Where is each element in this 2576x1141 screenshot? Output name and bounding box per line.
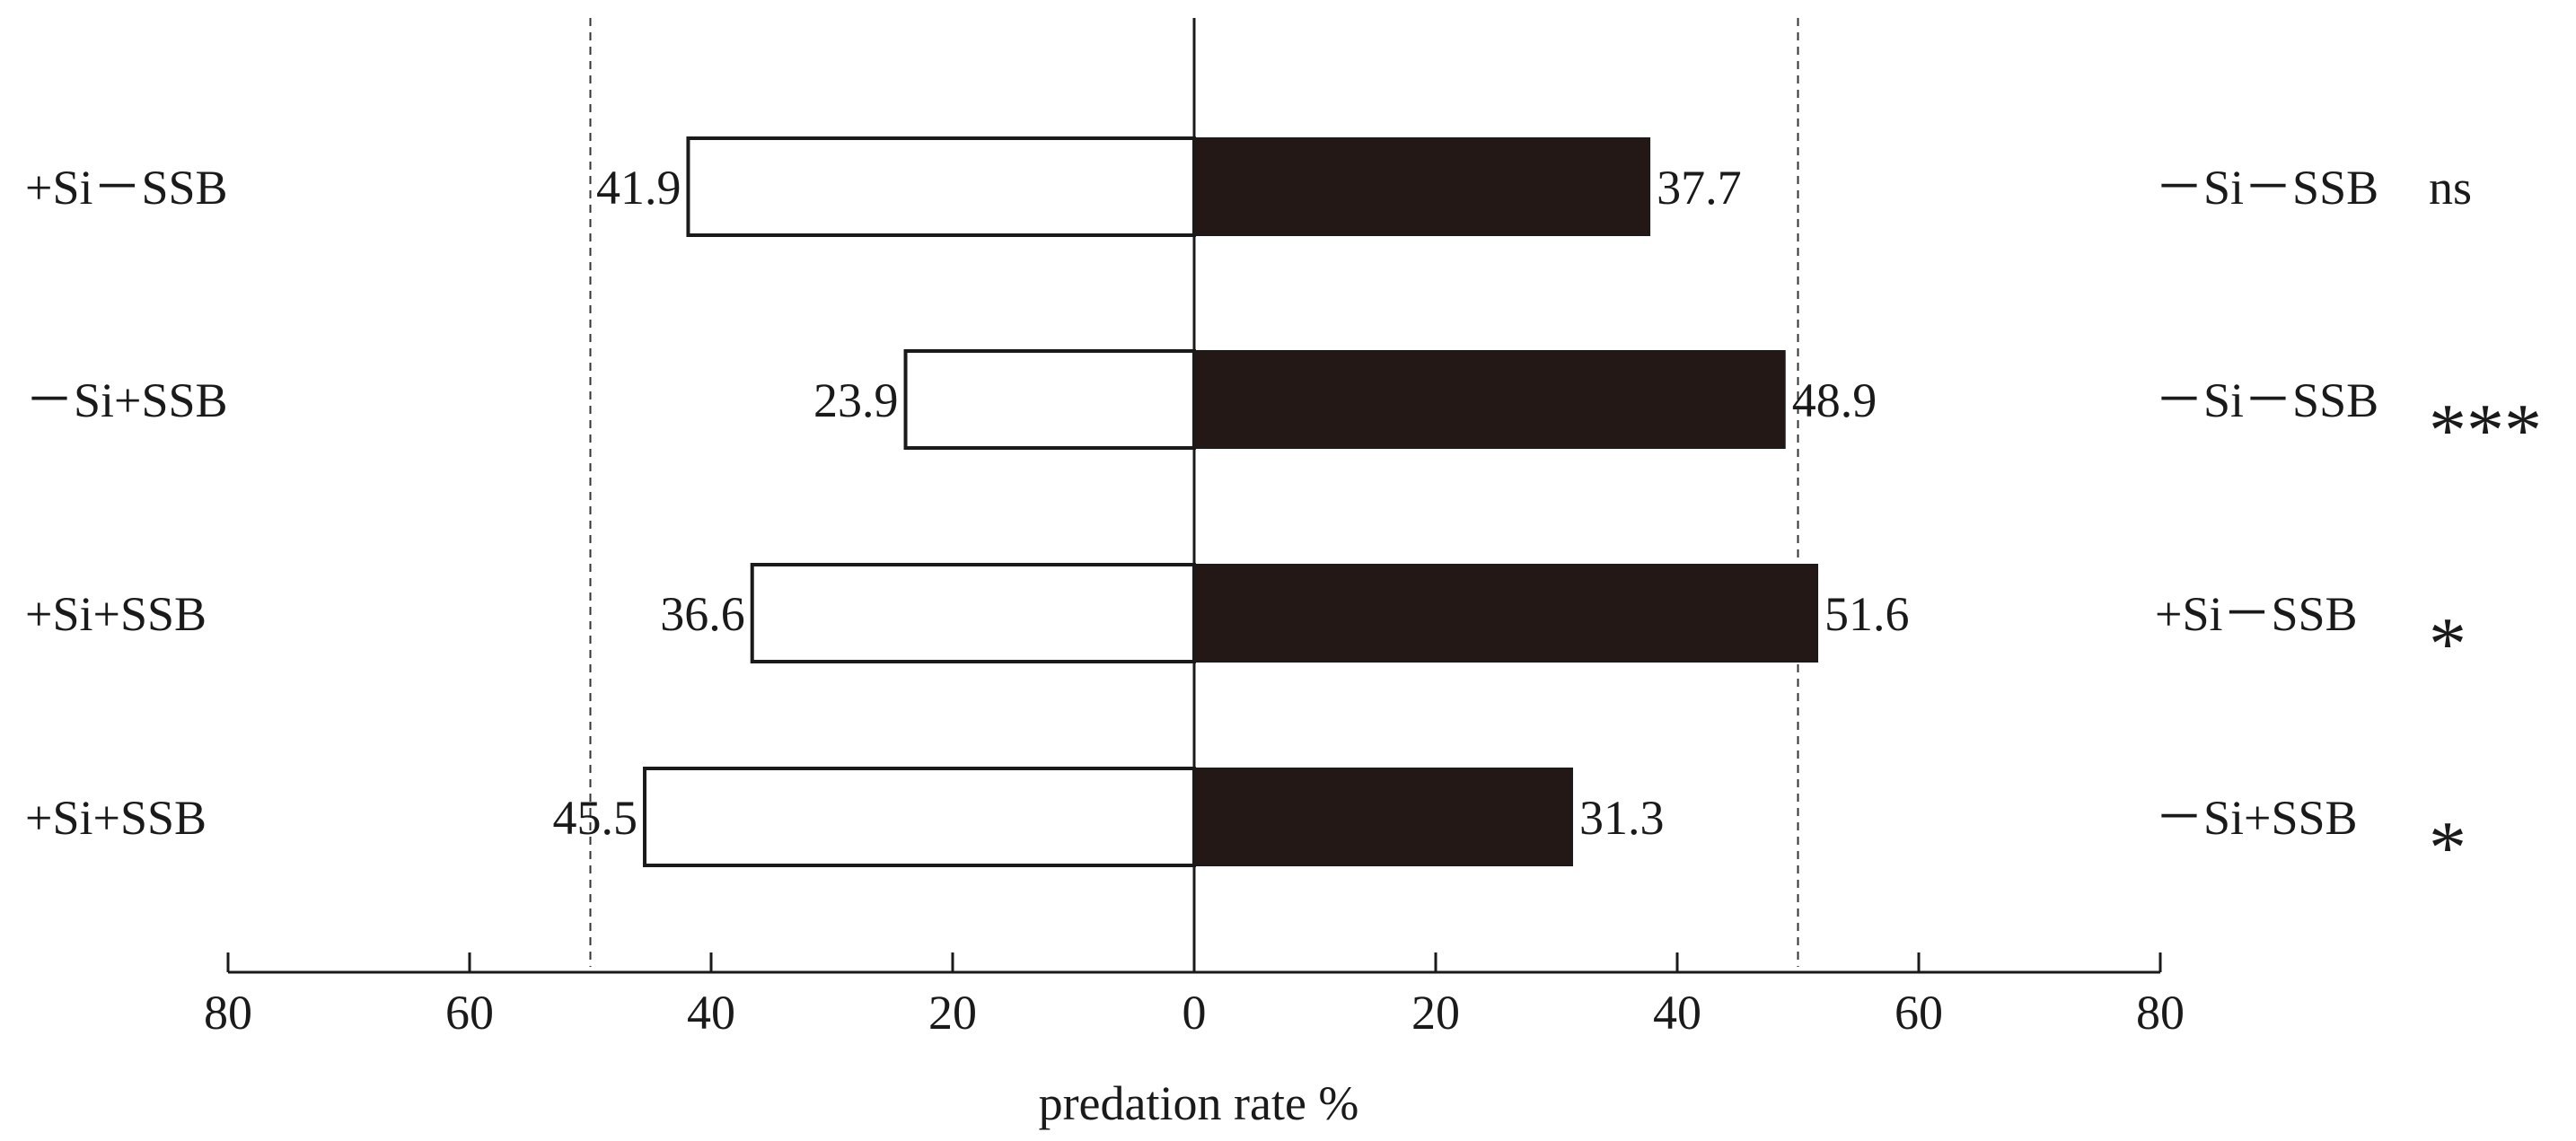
row-label-left-1: +Si－SSB — [25, 161, 228, 215]
significance-label-3: * — [2429, 602, 2466, 686]
x-tick-label: 20 — [928, 986, 977, 1040]
bar-right-2 — [1193, 350, 1786, 449]
bar-left-1 — [686, 136, 1196, 237]
bar-right-4 — [1193, 768, 1573, 866]
significance-label-4: * — [2429, 806, 2466, 890]
row-label-left-4: +Si+SSB — [25, 791, 207, 845]
value-label-right-3: 51.6 — [1824, 587, 1910, 641]
x-tick-label: 40 — [687, 986, 735, 1040]
x-tick-label: 80 — [204, 986, 252, 1040]
bar-left-2 — [903, 349, 1196, 450]
row-label-left-2: －Si+SSB — [25, 373, 228, 427]
row-label-right-3: +Si－SSB — [2155, 587, 2358, 641]
row-label-left-3: +Si+SSB — [25, 587, 207, 641]
row-label-right-2: －Si－SSB — [2155, 373, 2378, 427]
row-label-right-1: －Si－SSB — [2155, 161, 2378, 215]
value-label-left-3: 36.6 — [660, 587, 745, 641]
x-tick-label: 40 — [1653, 986, 1701, 1040]
bar-left-4 — [643, 767, 1196, 867]
row-label-right-4: －Si+SSB — [2155, 791, 2358, 845]
value-label-left-2: 23.9 — [813, 373, 899, 427]
x-tick-label: 60 — [445, 986, 494, 1040]
significance-label-2: *** — [2429, 389, 2542, 472]
x-axis-title: predation rate % — [1039, 1076, 1359, 1130]
x-tick-label: 80 — [2136, 986, 2185, 1040]
bar-left-3 — [750, 563, 1196, 663]
bars — [643, 136, 1819, 867]
value-label-left-1: 41.9 — [596, 161, 681, 215]
bar-right-1 — [1193, 137, 1651, 236]
value-label-right-1: 37.7 — [1657, 161, 1742, 215]
value-label-right-4: 31.3 — [1579, 791, 1665, 845]
x-axis: 80 60 40 20 0 20 40 60 80 — [204, 952, 2185, 1040]
value-label-left-4: 45.5 — [553, 791, 638, 845]
bar-right-3 — [1193, 564, 1819, 663]
x-tick-label: 0 — [1182, 986, 1207, 1040]
x-tick-label: 20 — [1411, 986, 1460, 1040]
significance-label-1: ns — [2429, 161, 2472, 215]
x-tick-label: 60 — [1895, 986, 1943, 1040]
reference-lines — [589, 18, 1799, 967]
value-label-right-2: 48.9 — [1792, 373, 1877, 427]
value-labels: 41.9 37.7 23.9 48.9 36.6 51.6 45.5 31.3 — [553, 161, 1910, 845]
row-labels: +Si－SSB －Si－SSB ns －Si+SSB －Si－SSB *** +Si+SSB… — [25, 161, 2542, 890]
